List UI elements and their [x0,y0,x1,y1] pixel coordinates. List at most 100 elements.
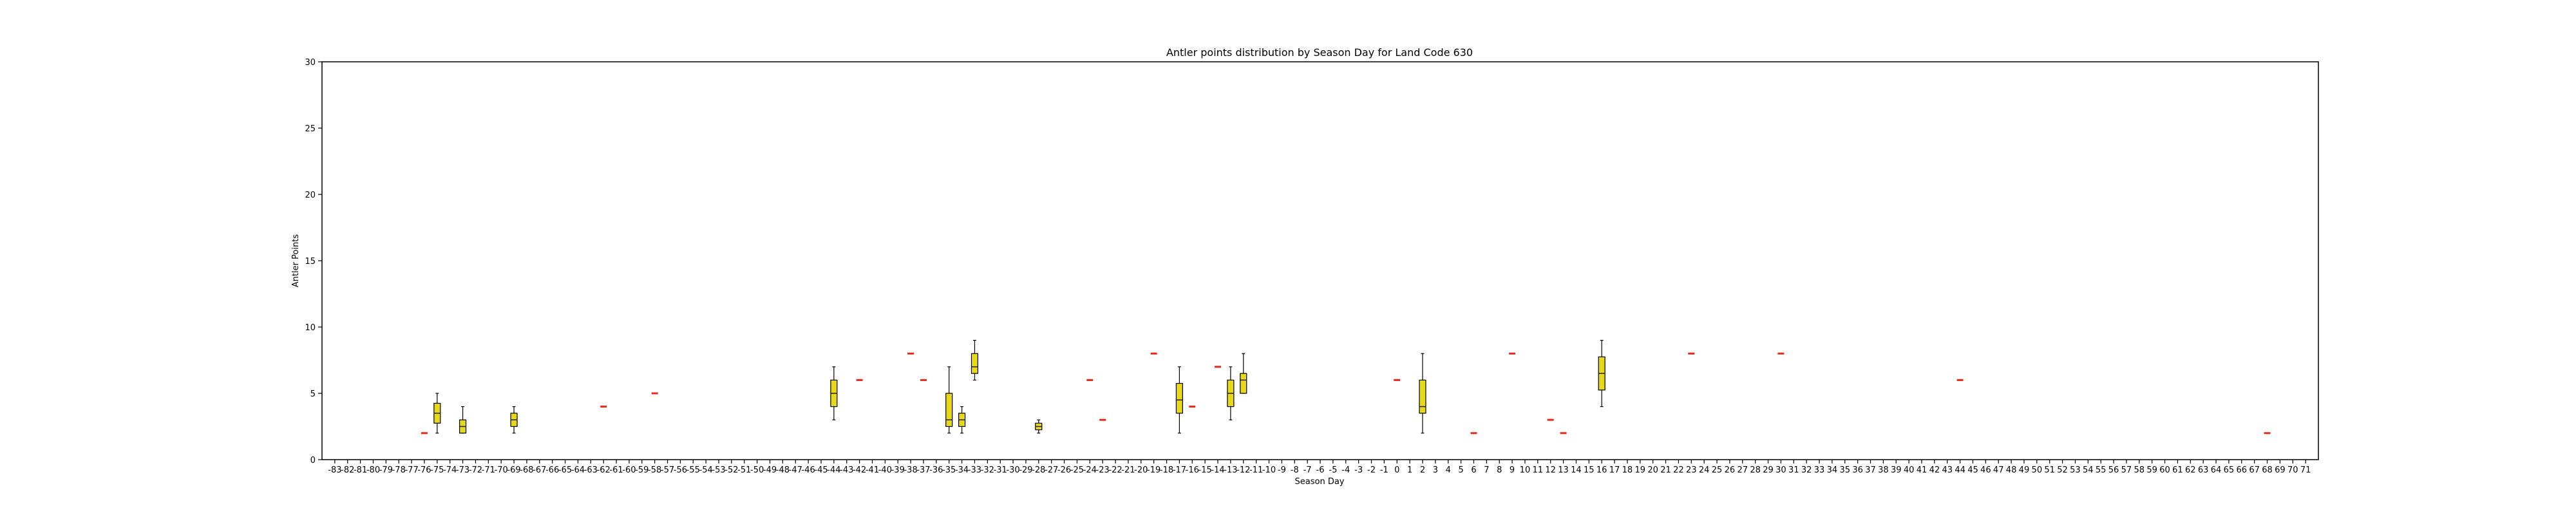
x-tick-label: 3 [1433,465,1438,475]
x-tick-label: 19 [1635,465,1646,475]
x-tick-label: -67 [533,465,546,475]
x-tick-label: -65 [558,465,572,475]
x-tick-label: 56 [2108,465,2119,475]
x-tick-label: 6 [1471,465,1476,475]
plot-area: 051015202530-83-82-81-80-79-78-77-76-75-… [305,58,2319,475]
x-tick-label: 66 [2236,465,2247,475]
x-tick-label: 24 [1699,465,1710,475]
x-tick-label: -33 [968,465,981,475]
x-axis-label: Season Day [1295,477,1345,487]
x-tick-label: -62 [597,465,611,475]
x-tick-label: 16 [1596,465,1607,475]
x-tick-label: 59 [2146,465,2157,475]
x-tick-label: -26 [1057,465,1071,475]
x-tick-label: 45 [1967,465,1978,475]
x-tick-label: 9 [1510,465,1515,475]
x-tick-label: -76 [417,465,431,475]
x-tick-label: 32 [1801,465,1812,475]
x-tick-label: 57 [2121,465,2132,475]
y-axis-label: Antler Points [291,234,301,288]
x-tick-label: -43 [840,465,853,475]
x-tick-label: -35 [942,465,956,475]
x-tick-label: -15 [1198,465,1212,475]
x-tick-label: -28 [1032,465,1045,475]
x-tick-label: 14 [1571,465,1582,475]
x-tick-label: -10 [1262,465,1276,475]
x-tick-label: 33 [1814,465,1825,475]
y-tick-label: 0 [310,456,316,465]
box-iqr [1240,373,1247,394]
x-tick-label: 29 [1763,465,1774,475]
box-iqr [945,393,953,427]
x-tick-label: 27 [1737,465,1748,475]
x-tick-label: 5 [1458,465,1463,475]
x-tick-label: 35 [1839,465,1850,475]
x-tick-label: -78 [392,465,406,475]
x-tick-label: 51 [2044,465,2055,475]
x-tick-label: -37 [916,465,930,475]
x-tick-label: -29 [1019,465,1032,475]
x-tick-label: -68 [520,465,533,475]
x-tick-label: -69 [507,465,520,475]
x-tick-label: 8 [1497,465,1502,475]
x-tick-label: 44 [1955,465,1965,475]
x-tick-label: -50 [750,465,764,475]
x-tick-label: 41 [1917,465,1927,475]
x-tick-label: -6 [1316,465,1325,475]
box-iqr [971,353,979,374]
x-tick-label: 18 [1622,465,1633,475]
x-tick-label: 50 [2032,465,2043,475]
x-tick-label: -31 [994,465,1007,475]
x-tick-label: 38 [1878,465,1889,475]
x-tick-label: -79 [379,465,393,475]
x-tick-label: -14 [1211,465,1224,475]
x-tick-label: 52 [2057,465,2068,475]
x-tick-label: 36 [1852,465,1863,475]
x-tick-label: -30 [1006,465,1019,475]
y-tick-label: 5 [310,389,316,399]
x-tick-label: -74 [443,465,457,475]
x-tick-label: 4 [1446,465,1451,475]
x-tick-label: 58 [2134,465,2145,475]
x-tick-label: 71 [2300,465,2311,475]
x-tick-label: -66 [545,465,559,475]
x-tick-label: -53 [712,465,725,475]
x-tick-label: 43 [1942,465,1953,475]
x-tick-label: 17 [1609,465,1620,475]
x-tick-label: -45 [814,465,828,475]
x-tick-label: -22 [1108,465,1122,475]
x-tick-label: 20 [1647,465,1658,475]
box-iqr [1175,382,1183,414]
box-iqr [1419,379,1426,414]
x-tick-label: -75 [430,465,444,475]
x-tick-label: -39 [891,465,905,475]
x-tick-label: -16 [1186,465,1199,475]
x-tick-label: -2 [1367,465,1376,475]
x-tick-label: 30 [1776,465,1786,475]
x-tick-label: 15 [1584,465,1595,475]
x-tick-label: -51 [737,465,751,475]
x-tick-label: 42 [1929,465,1940,475]
x-tick-label: -54 [699,465,713,475]
x-tick-label: -40 [878,465,892,475]
x-tick-label: -8 [1291,465,1299,475]
x-tick-label: 64 [2211,465,2222,475]
x-tick-label: 22 [1673,465,1684,475]
x-tick-label: 65 [2224,465,2235,475]
x-tick-label: 48 [2006,465,2017,475]
x-tick-label: -77 [404,465,418,475]
x-tick-label: 11 [1533,465,1544,475]
x-tick-label: -58 [648,465,661,475]
x-tick-label: 31 [1788,465,1799,475]
x-tick-label: -70 [495,465,508,475]
axes-frame [321,61,2319,460]
x-tick-label: -23 [1096,465,1110,475]
x-tick-label: -82 [341,465,354,475]
x-tick-label: -57 [661,465,674,475]
x-tick-label: -9 [1278,465,1286,475]
x-tick-label: -49 [763,465,777,475]
x-tick-label: -56 [674,465,687,475]
x-tick-label: -4 [1341,465,1350,475]
x-tick-label: -32 [981,465,994,475]
